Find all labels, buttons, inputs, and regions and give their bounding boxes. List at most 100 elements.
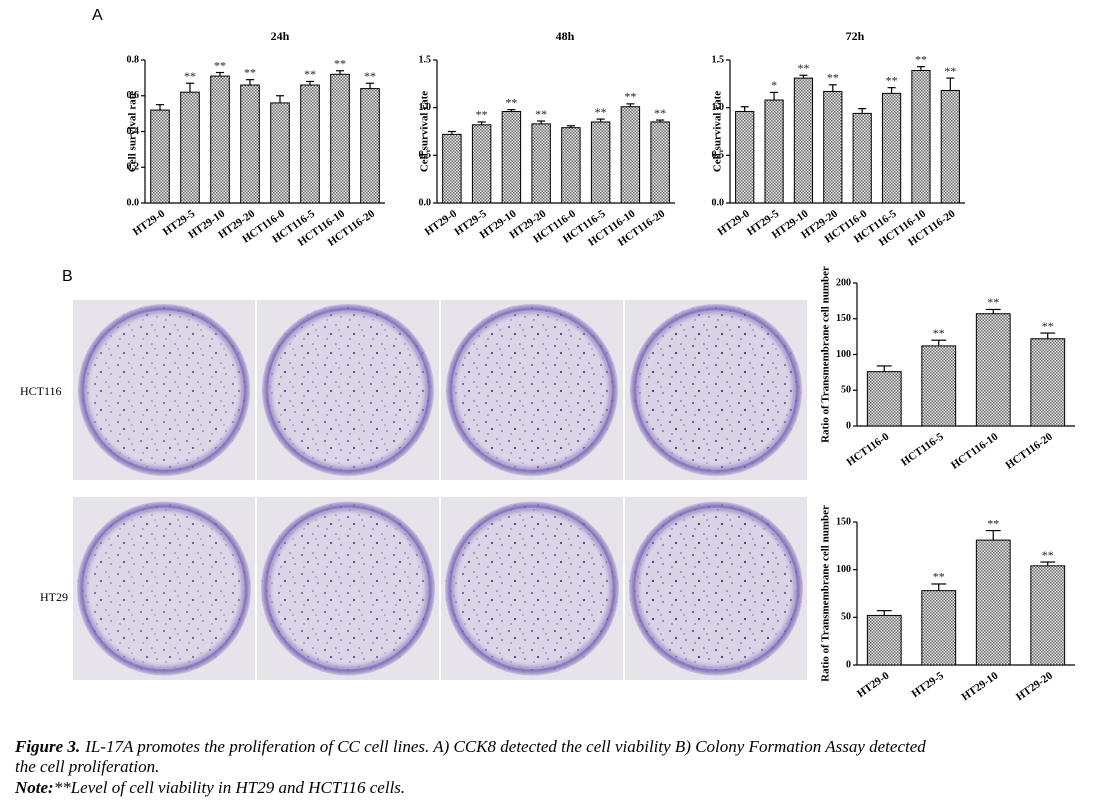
bar — [793, 77, 814, 204]
x-tick-label: HT29-0 — [855, 669, 892, 700]
x-tick-label: HT29-0 — [131, 207, 168, 238]
significance: ** — [1042, 548, 1054, 562]
dish-rim — [446, 304, 618, 476]
x-tick-label: HCT116-5 — [899, 430, 946, 468]
significance: ** — [244, 65, 256, 79]
bar — [764, 99, 784, 204]
x-tick-label: HT29-10 — [959, 669, 1000, 703]
row-label: HT29 — [40, 590, 68, 604]
bar — [911, 69, 931, 204]
dish-rim — [262, 304, 434, 476]
y-tick-label: 0.8 — [127, 54, 140, 65]
significance: ** — [184, 69, 196, 83]
dish-rim — [261, 501, 435, 676]
y-tick-label: 1.5 — [419, 54, 432, 65]
significance: ** — [944, 64, 956, 78]
bar — [735, 110, 755, 204]
bar — [180, 91, 200, 204]
y-tick-label: 1.0 — [419, 102, 432, 113]
dish-rim — [77, 501, 251, 676]
bar — [866, 614, 902, 666]
y-axis-label: Cell survival rate — [712, 91, 724, 172]
row-label: HCT116 — [20, 384, 62, 398]
y-axis-label: Ratio of Transmembrane cell number — [820, 505, 832, 682]
x-tick-label: HCT116-10 — [949, 430, 1001, 471]
significance: ** — [476, 108, 488, 122]
dish-edge — [267, 508, 429, 669]
caption-label: Figure 3. — [14, 737, 80, 756]
significance: ** — [933, 326, 945, 340]
x-tick-label: HT29-0 — [423, 207, 460, 238]
y-axis-label: Cell survival rate — [127, 91, 139, 172]
bar — [852, 112, 872, 204]
bar — [360, 88, 380, 204]
y-tick-label: 50 — [841, 612, 851, 623]
y-tick-label: 1.5 — [712, 54, 725, 65]
bar — [240, 84, 260, 204]
y-tick-label: 0 — [846, 420, 851, 431]
bar — [330, 73, 350, 204]
significance: ** — [654, 106, 666, 120]
bar — [501, 110, 522, 204]
bar — [620, 106, 641, 204]
caption-text: the cell proliferation. — [15, 757, 159, 776]
significance: ** — [624, 90, 636, 104]
significance: ** — [797, 61, 809, 75]
bar — [300, 84, 320, 204]
bar — [975, 313, 1011, 427]
x-tick-label: HT29-5 — [909, 669, 946, 700]
caption-text: IL-17A promotes the proliferation of CC … — [84, 737, 926, 756]
significance: ** — [535, 107, 547, 121]
significance: ** — [334, 56, 346, 70]
y-tick-label: 100 — [836, 349, 851, 360]
significance: ** — [214, 58, 226, 72]
significance: ** — [505, 95, 517, 109]
x-tick-label: HCT116-0 — [844, 430, 891, 468]
significance: ** — [987, 295, 999, 309]
y-tick-label: 50 — [841, 385, 851, 396]
y-tick-label: 0.5 — [419, 150, 432, 161]
chart-title: 72h — [846, 29, 865, 43]
bar — [270, 102, 290, 204]
x-tick-label: HT29-20 — [1014, 669, 1055, 703]
bar — [1030, 565, 1066, 666]
bar — [866, 371, 902, 427]
y-tick-label: 1.0 — [712, 102, 725, 113]
y-axis-label: Cell survival rate — [419, 91, 431, 172]
dish-rim — [78, 304, 250, 476]
chart-title: 48h — [556, 29, 575, 43]
y-tick-label: 0.2 — [127, 162, 140, 173]
dish-rim — [445, 501, 619, 676]
bar — [471, 124, 492, 204]
dish-edge — [83, 508, 245, 669]
bar — [442, 133, 462, 204]
y-tick-label: 0.0 — [712, 197, 725, 208]
bar — [921, 345, 957, 427]
significance: ** — [827, 71, 839, 85]
significance: ** — [304, 67, 316, 81]
panel-label: A — [92, 7, 103, 24]
colony-photos — [73, 300, 807, 680]
x-tick-label: HT29-0 — [715, 207, 752, 238]
y-tick-label: 0.0 — [419, 197, 432, 208]
y-tick-label: 0 — [846, 659, 851, 670]
y-tick-label: 100 — [836, 564, 851, 575]
bar — [150, 109, 170, 204]
dish-edge — [636, 310, 796, 470]
x-tick-label: HCT116-20 — [1003, 430, 1055, 471]
chart-title: 24h — [271, 29, 290, 43]
significance: ** — [915, 52, 927, 66]
bar — [975, 539, 1011, 666]
significance: ** — [987, 516, 999, 530]
dish-edge — [451, 508, 613, 669]
bar — [940, 90, 960, 204]
significance: ** — [886, 73, 898, 87]
note: Note:**Level of cell viability in HT29 a… — [14, 778, 405, 797]
bar — [823, 90, 843, 204]
bar — [1030, 338, 1066, 427]
y-tick-label: 0.6 — [127, 90, 140, 101]
bar — [531, 123, 551, 204]
bar — [650, 121, 670, 204]
bar — [210, 75, 230, 204]
